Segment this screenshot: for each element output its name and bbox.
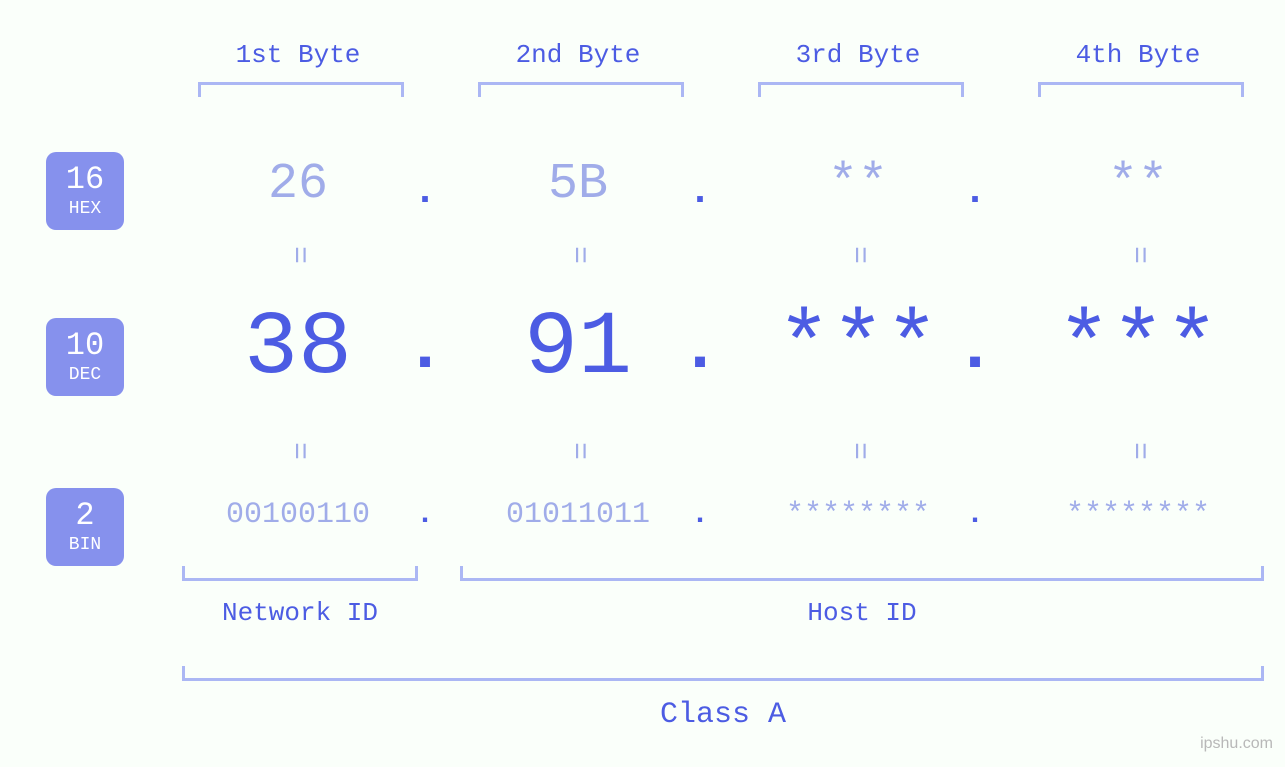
dec-dot-3: . [950, 310, 1000, 389]
dec-dot-2: . [675, 310, 725, 389]
watermark: ipshu.com [1200, 735, 1273, 753]
dec-byte-4: *** [1008, 298, 1268, 400]
bracket-network [182, 566, 418, 581]
bracket-byte-3 [758, 82, 964, 97]
hex-byte-2: 5B [458, 156, 698, 213]
hex-byte-1: 26 [178, 156, 418, 213]
bracket-byte-2 [478, 82, 684, 97]
dec-byte-1: 38 [168, 298, 428, 400]
bin-byte-3: ******** [728, 498, 988, 532]
bin-byte-2: 01011011 [448, 498, 708, 532]
badge-dec-label: DEC [69, 366, 101, 384]
bracket-byte-1 [198, 82, 404, 97]
hex-byte-3: ** [738, 156, 978, 213]
byte-header-1: 1st Byte [198, 40, 398, 70]
bin-byte-4: ******** [1008, 498, 1268, 532]
eq-1-2: = [561, 240, 595, 270]
bin-dot-2: . [685, 498, 715, 532]
bracket-byte-4 [1038, 82, 1244, 97]
badge-dec: 10 DEC [46, 318, 124, 396]
label-class: Class A [182, 698, 1264, 732]
bin-dot-3: . [960, 498, 990, 532]
bin-byte-1: 00100110 [168, 498, 428, 532]
byte-header-4: 4th Byte [1038, 40, 1238, 70]
label-network-id: Network ID [182, 598, 418, 628]
label-host-id: Host ID [460, 598, 1264, 628]
badge-hex-label: HEX [69, 200, 101, 218]
badge-bin: 2 BIN [46, 488, 124, 566]
hex-dot-2: . [680, 170, 720, 215]
hex-dot-3: . [955, 170, 995, 215]
eq-2-4: = [1121, 436, 1155, 466]
eq-2-3: = [841, 436, 875, 466]
byte-header-2: 2nd Byte [478, 40, 678, 70]
badge-bin-label: BIN [69, 536, 101, 554]
eq-1-1: = [281, 240, 315, 270]
bracket-class [182, 666, 1264, 681]
badge-hex: 16 HEX [46, 152, 124, 230]
dec-byte-2: 91 [448, 298, 708, 400]
badge-dec-num: 10 [66, 330, 104, 362]
badge-hex-num: 16 [66, 164, 104, 196]
badge-bin-num: 2 [75, 500, 94, 532]
bin-dot-1: . [410, 498, 440, 532]
eq-1-4: = [1121, 240, 1155, 270]
hex-byte-4: ** [1018, 156, 1258, 213]
byte-header-3: 3rd Byte [758, 40, 958, 70]
eq-2-2: = [561, 436, 595, 466]
bracket-host [460, 566, 1264, 581]
hex-dot-1: . [405, 170, 445, 215]
eq-2-1: = [281, 436, 315, 466]
eq-1-3: = [841, 240, 875, 270]
dec-dot-1: . [400, 310, 450, 389]
dec-byte-3: *** [728, 298, 988, 400]
